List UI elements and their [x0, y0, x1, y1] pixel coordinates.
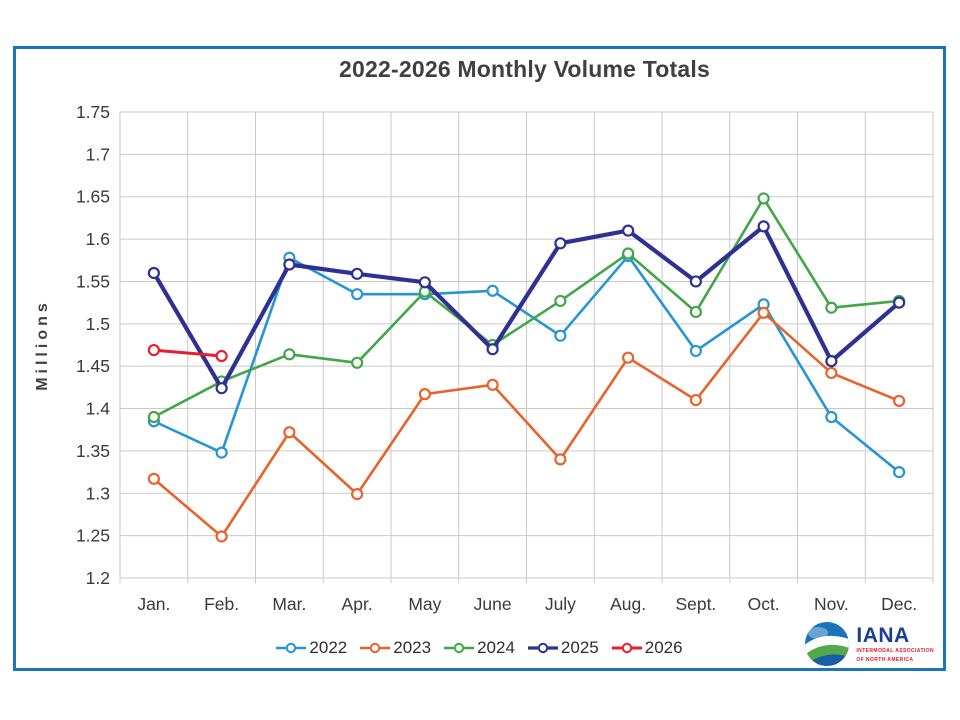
x-tick-label: Dec.	[881, 594, 917, 614]
data-point-2023-July	[554, 453, 567, 466]
legend-marker-2022	[276, 642, 307, 654]
data-point-2023-Oct	[757, 306, 770, 319]
y-tick-label: 1.25	[76, 526, 110, 546]
data-point-2025-Aug	[622, 224, 635, 237]
data-point-2024-Apr	[351, 356, 364, 369]
legend-label-2022: 2022	[309, 638, 348, 657]
y-tick-label: 1.35	[76, 441, 110, 461]
legend-item-2026: 2026	[611, 638, 683, 658]
legend-item-2023: 2023	[360, 638, 431, 658]
legend-item-2024: 2024	[444, 638, 515, 658]
data-point-2022-June	[486, 284, 499, 297]
data-point-2024-Oct	[757, 192, 770, 205]
chart-title: 2022-2026 Monthly Volume Totals	[339, 56, 710, 82]
data-point-2023-Sept	[689, 393, 702, 407]
legend-label-2025: 2025	[560, 638, 599, 657]
iana-logo: IANA INTERMODAL ASSOCIATION OF NORTH AME…	[804, 621, 934, 667]
series-line-2026	[152, 348, 224, 358]
legend-item-2025: 2025	[527, 638, 599, 658]
y-tick-label: 1.65	[76, 187, 110, 207]
y-tick-label: 1.7	[86, 144, 110, 164]
y-tick-label: 1.45	[76, 356, 110, 376]
data-point-2025-Mar	[283, 258, 296, 271]
data-point-2026-Feb	[215, 349, 228, 363]
x-tick-label: Apr.	[342, 594, 373, 614]
series-line-2025	[151, 224, 902, 391]
x-tick-label: Aug.	[610, 594, 646, 614]
x-tick-label: Feb.	[204, 594, 239, 614]
data-point-2025-July	[554, 237, 567, 250]
data-point-2022-Feb	[215, 446, 228, 459]
data-point-2024-July	[554, 294, 567, 308]
x-tick-label: Oct.	[748, 594, 780, 614]
x-tick-label: June	[474, 594, 512, 614]
y-tick-label: 1.5	[86, 314, 110, 334]
x-tick-label: Jan.	[137, 594, 170, 614]
data-point-2025-Sept	[689, 275, 702, 288]
data-point-2024-Nov	[825, 301, 838, 314]
data-point-2023-May	[418, 388, 431, 401]
data-point-2026-Jan	[147, 343, 160, 357]
legend-item-2022: 2022	[276, 638, 347, 658]
x-tick-label: May	[408, 594, 441, 614]
legend-label-2024: 2024	[477, 638, 515, 657]
data-point-2025-Dec	[893, 296, 906, 309]
y-tick-label: 1.2	[86, 568, 110, 588]
data-point-2023-Aug	[622, 351, 635, 364]
y-tick-label: 1.6	[86, 229, 110, 249]
data-point-2023-Nov	[825, 366, 838, 380]
legend-marker-2025	[527, 642, 558, 654]
data-point-2022-Dec	[893, 465, 906, 479]
series-line-2023	[152, 311, 901, 538]
data-point-2022-Sept	[689, 344, 702, 358]
y-tick-label: 1.3	[86, 483, 110, 503]
data-point-2024-Aug	[622, 247, 635, 260]
legend-label-2026: 2026	[644, 638, 683, 657]
data-point-2025-Oct	[757, 220, 770, 233]
legend-marker-2024	[444, 642, 475, 654]
data-point-2025-May	[418, 276, 431, 289]
chart-legend: 2022 2023 2024 2025 2026	[16, 638, 943, 658]
data-point-2022-Apr	[351, 288, 364, 301]
data-point-2023-Mar	[283, 426, 296, 439]
data-point-2023-Feb	[215, 530, 228, 543]
iana-logo-name: IANA	[856, 624, 910, 647]
series-line-2024	[152, 197, 901, 419]
line-chart-plot: 1.2 1.25 1.3 1.35 1.4 1.45 1.5 1.55 1.6 1.65 1.7 1.…	[76, 102, 934, 614]
y-tick-label: 1.55	[76, 271, 110, 291]
iana-logo-tagline-1: INTERMODAL ASSOCIATION	[856, 648, 934, 654]
data-point-2025-Apr	[351, 267, 364, 280]
data-point-2025-Jan	[147, 266, 160, 280]
data-point-2023-Apr	[351, 488, 364, 501]
data-point-2025-Nov	[825, 354, 838, 368]
data-point-2024-Sept	[689, 305, 702, 319]
legend-label-2023: 2023	[393, 638, 432, 657]
chart-frame: 2022-2026 Monthly Volume Totals Millions…	[13, 46, 946, 671]
x-tick-label: Mar.	[272, 594, 306, 614]
legend-marker-2026	[611, 642, 642, 654]
data-point-2022-Nov	[825, 410, 838, 424]
data-point-2025-Feb	[215, 382, 228, 395]
y-tick-label: 1.75	[76, 102, 110, 122]
data-point-2023-Dec	[893, 394, 906, 408]
data-point-2024-Jan	[147, 410, 160, 424]
data-point-2025-June	[486, 343, 499, 356]
y-tick-label: 1.4	[86, 399, 111, 419]
x-tick-label: Sept.	[675, 594, 716, 614]
iana-logo-tagline-2: OF NORTH AMERICA	[856, 656, 914, 663]
data-point-2024-Mar	[283, 348, 296, 361]
data-point-2023-Jan	[147, 472, 160, 485]
data-point-2023-June	[486, 378, 499, 391]
iana-globe-icon	[805, 622, 850, 666]
x-tick-label: July	[545, 594, 576, 614]
data-point-2022-July	[554, 329, 567, 342]
legend-marker-2023	[360, 642, 391, 654]
x-tick-label: Nov.	[814, 594, 849, 614]
